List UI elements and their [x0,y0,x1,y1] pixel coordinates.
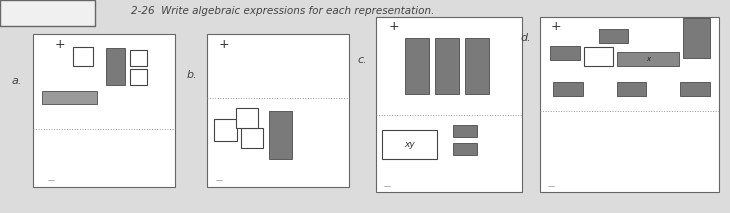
Bar [465,38,489,94]
Bar [241,128,263,148]
Bar [540,17,719,192]
Bar [130,69,147,85]
Bar [553,82,583,96]
Bar [269,111,292,159]
Bar [207,34,349,187]
Bar [0,0,95,26]
Bar [680,82,710,96]
Bar [405,38,429,94]
Bar [683,18,710,58]
Bar [435,38,459,94]
Bar [106,48,125,85]
Bar [42,91,97,104]
Bar [453,143,477,155]
Bar [73,47,93,66]
Bar [617,52,679,66]
Bar [599,29,628,43]
Text: x: x [646,56,650,62]
Text: d.: d. [520,33,531,43]
Text: +: + [55,38,66,51]
Text: a.: a. [12,76,22,86]
Bar [33,34,175,187]
Bar [550,46,580,60]
Text: —: — [383,183,391,189]
Bar [382,130,437,159]
Bar [617,82,646,96]
Bar [236,108,258,128]
Bar [130,50,147,66]
Bar [453,125,477,137]
Text: —: — [215,177,223,183]
Text: +: + [550,20,561,33]
Text: 2-26  Write algebraic expressions for each representation.: 2-26 Write algebraic expressions for eac… [131,6,435,16]
Bar [584,47,613,66]
Text: b.: b. [186,70,197,79]
Text: +: + [388,20,399,33]
Text: c.: c. [358,55,367,65]
Bar [376,17,522,192]
Bar [214,119,237,141]
Text: +: + [219,38,230,51]
Text: —: — [548,183,555,189]
Text: —: — [47,177,55,183]
Text: xy: xy [404,140,415,149]
